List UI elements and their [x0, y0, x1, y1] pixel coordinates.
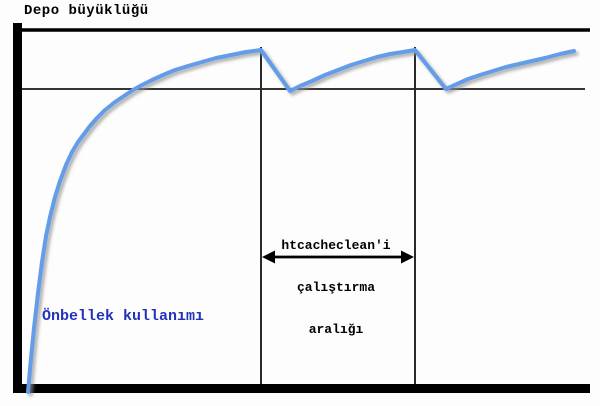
- interval-label-line-1: htcacheclean'i: [281, 238, 391, 253]
- chart-top-border: [22, 28, 590, 32]
- interval-label: htcacheclean'i çalıştırma aralığı: [246, 211, 426, 365]
- cache-usage-curve: [26, 48, 576, 394]
- interval-label-line-2: çalıştırma: [296, 280, 375, 295]
- x-axis: [13, 384, 590, 393]
- interval-arrow-head-right: [401, 250, 414, 264]
- interval-label-line-3: aralığı: [308, 322, 364, 337]
- cache-usage-label: Önbellek kullanımı: [42, 308, 205, 325]
- y-axis-title: Depo büyüklüğü: [24, 3, 149, 19]
- interval-arrow-head-left: [262, 250, 275, 264]
- y-axis: [13, 23, 22, 393]
